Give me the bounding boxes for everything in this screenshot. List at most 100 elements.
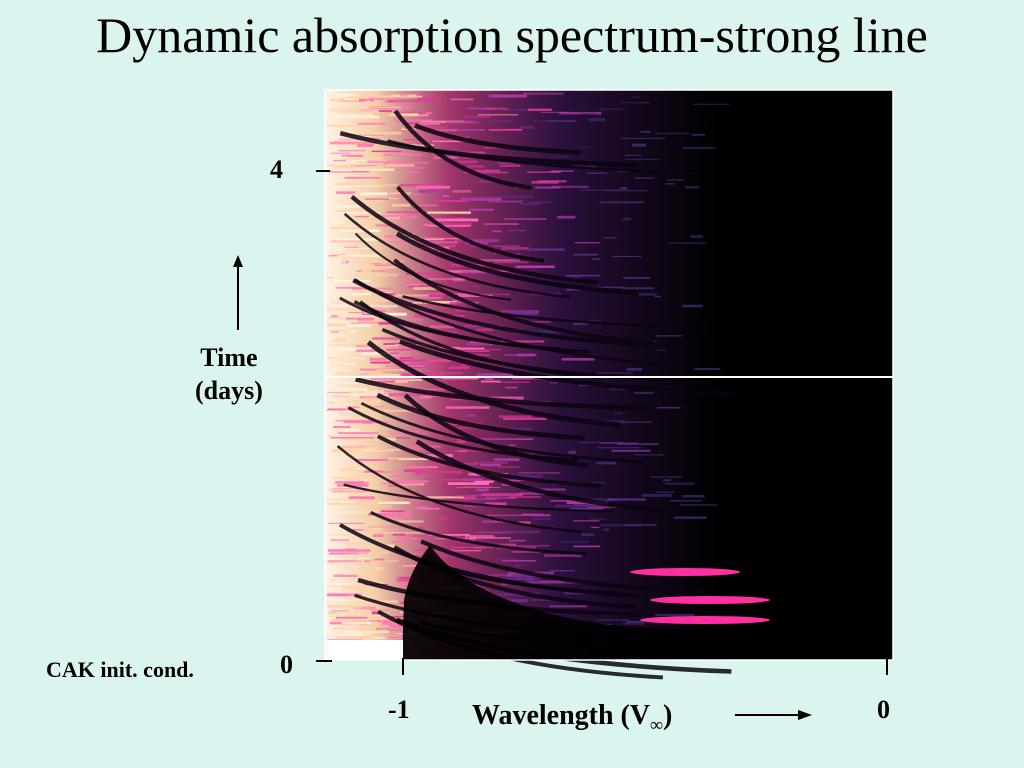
spectrum-streak [667,179,684,181]
spectrum-streak [469,536,476,540]
absorption-curve [376,392,586,441]
spectrum-streak [541,111,570,113]
spectrum-streak [496,558,518,561]
spectrum-streak [343,98,359,100]
absorption-curve [350,195,599,285]
spectrum-streak [570,507,604,510]
spectrum-streak [484,223,519,225]
spectrum-streak [450,98,474,101]
spectrum-streak [452,300,468,303]
spectrum-streak [343,257,357,259]
spectrum-streak [327,401,335,405]
spectrum-streak [328,511,373,513]
spectrum-streak [328,330,352,332]
spectrum-streak [340,439,372,441]
absorption-curve [336,445,583,533]
spectrum-streak [334,115,380,119]
spectrum-streak [341,622,372,625]
spectrum-streak [623,287,655,290]
spectrum-streak [331,331,339,333]
spectrum-streak [406,506,431,508]
spectrum-streak [530,514,551,517]
spectrum-streak [550,500,595,502]
spectrum-streak [568,450,577,454]
spectrum-streak [559,111,602,115]
spectrum-streak [631,96,642,98]
spectrum-streak [329,221,341,224]
spectrum-streak [348,197,393,199]
spectrum-streak [626,368,642,371]
spectrum-streak [361,106,402,109]
spectrum-streak [370,377,410,381]
spectrum-streak [599,201,644,204]
spectrum-streak [603,528,610,531]
spectrum-streak [508,539,526,542]
spectrum-streak [414,388,458,391]
spectrum-streak [620,137,666,140]
spectrum-streak [501,530,540,534]
absorption-curve [352,278,650,347]
spectrum-streak [355,459,388,462]
spectrum-streak [681,304,703,308]
spectrum-streak [432,140,471,143]
spectrum-streak [361,323,371,326]
spectrum-streak [466,342,493,346]
spectrum-streak [382,197,398,200]
spectrum-streak [394,380,408,383]
spectrum-streak [463,478,484,482]
spectrum-streak [428,534,470,536]
spectrum-streak [573,545,601,548]
spectrum-streak [360,428,392,430]
spectrum-streak [370,263,381,265]
spectrum-streak [489,396,524,399]
spectrum-streak [329,511,344,515]
absorption-curve [343,483,613,513]
spectrum-streak [392,541,405,543]
spectrum-streak [549,382,558,385]
spectrum-streak [341,134,385,136]
spectrum-streak [501,247,530,250]
spectrum-streak [486,514,532,516]
spectrum-streak [327,585,364,587]
spectrum-streak [573,520,600,522]
spectrum-streak [328,254,342,257]
spectrum-streak [662,479,671,482]
spectrum-streak [379,110,392,112]
spectrum-streak [373,534,384,537]
spectrum-streak [452,190,472,193]
spectrum-streak [356,349,384,352]
spectrum-streak [427,224,471,227]
spectrum-streak [468,245,478,248]
spectrum-streak [624,154,642,156]
spectrum-streak [514,577,535,580]
spectrum-streak [406,171,420,173]
spectrum-streak [542,571,551,574]
spectrum-streak [365,570,373,574]
spectrum-streak [519,492,547,495]
spectrum-streak [333,426,351,429]
spectrum-streak [414,241,458,244]
spectrum-streak [481,493,524,496]
spectrum-streak [371,150,402,153]
spectrum-streak [353,606,376,610]
spectrum-streak [417,507,440,510]
spectrum-streak [535,186,561,189]
spectrum-streak [492,230,502,233]
spectrum-streak [371,611,383,615]
spectrum-streak [418,526,426,530]
spectrum-streak [370,137,380,140]
spectrum-streak [363,505,392,508]
spectrum-streak [360,637,389,639]
spectrum-streak [500,108,540,111]
spectrum-streak [393,294,429,297]
spectrum-streak [394,119,433,122]
spectrum-streak [614,412,623,415]
bright-feature [640,616,770,624]
spectrum-streak [334,247,374,249]
spectrum-streak [549,570,575,572]
spectrum-streak [565,274,600,277]
spectrum-streak [679,504,718,506]
spectrum-streak [327,186,350,189]
spectrum-streak [515,545,550,547]
spectrum-streak [354,626,377,628]
